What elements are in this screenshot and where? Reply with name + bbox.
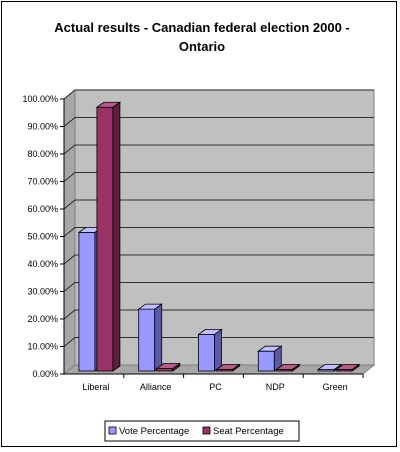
gridline [63, 199, 374, 210]
y-tick-label: 50.00% [27, 232, 58, 242]
bar-seat-green [334, 363, 361, 372]
x-tick-label: Liberal [82, 382, 109, 392]
bar-side [214, 328, 222, 372]
bar-seat-pc [215, 363, 241, 372]
bar-top [275, 364, 301, 370]
bar-seat-liberal [95, 101, 122, 372]
gridline [63, 144, 374, 155]
y-tick-label: 0.00% [32, 369, 58, 379]
gridline [63, 227, 374, 237]
y-tick-label: 20.00% [27, 314, 58, 324]
bar-front [257, 350, 275, 372]
bar-vote-alliance [137, 303, 163, 372]
gridline [63, 337, 374, 347]
y-tick-label: 70.00% [27, 177, 58, 187]
gridline [63, 117, 374, 127]
bar-vote-ndp [257, 345, 283, 372]
gridline [63, 172, 374, 182]
bar-top [334, 364, 361, 370]
y-tick-label: 30.00% [27, 287, 58, 297]
chart-title-line-2: Ontario [179, 39, 225, 54]
bar-front [78, 231, 96, 372]
bar-top [316, 364, 343, 370]
y-tick-label: 10.00% [27, 342, 58, 352]
x-tick-label: Green [323, 382, 348, 392]
bar-seat-ndp [275, 363, 301, 372]
y-tick-label: 60.00% [27, 204, 58, 214]
plot-area: 0.00% 10.00% 20.00% 30.00% 40.00% 50.00% 60.00… [22, 88, 376, 392]
bar-top [257, 345, 283, 352]
bar-side [154, 303, 163, 372]
bar-front [198, 333, 215, 372]
legend-label-seat: Seat Percentage [213, 426, 284, 437]
legend-swatch-seat [202, 426, 211, 435]
y-tick-label: 40.00% [27, 259, 58, 269]
y-tick-label: 100.00% [22, 94, 58, 104]
legend-swatch-vote [108, 426, 117, 435]
y-tick-label: 90.00% [27, 122, 58, 132]
gridline [63, 89, 374, 100]
y-tick-label: 80.00% [27, 149, 58, 159]
gridline [63, 282, 374, 292]
legend-label-vote: Vote Percentage [119, 426, 189, 437]
gridline [63, 254, 374, 265]
legend-box [104, 420, 300, 442]
bar-top [155, 363, 181, 369]
bar-front [138, 308, 156, 372]
x-tick-label: NDP [266, 382, 285, 392]
bar-top [137, 303, 163, 310]
bar-seat-alliance [155, 362, 181, 372]
bar-side [112, 101, 121, 372]
bar-front [96, 106, 114, 372]
bar-top [197, 328, 223, 335]
x-tick-label: Alliance [140, 382, 172, 392]
chart-frame: Actual results - Canadian federal electi… [1, 1, 397, 447]
bar-top [215, 364, 241, 370]
gridline [63, 309, 374, 320]
bar-top [95, 101, 122, 108]
bar-vote-pc [197, 328, 223, 372]
chart-title-line-1: Actual results - Canadian federal electi… [54, 20, 350, 35]
legend: Vote Percentage Seat Percentage [104, 420, 300, 442]
x-tick-label: PC [209, 382, 222, 392]
